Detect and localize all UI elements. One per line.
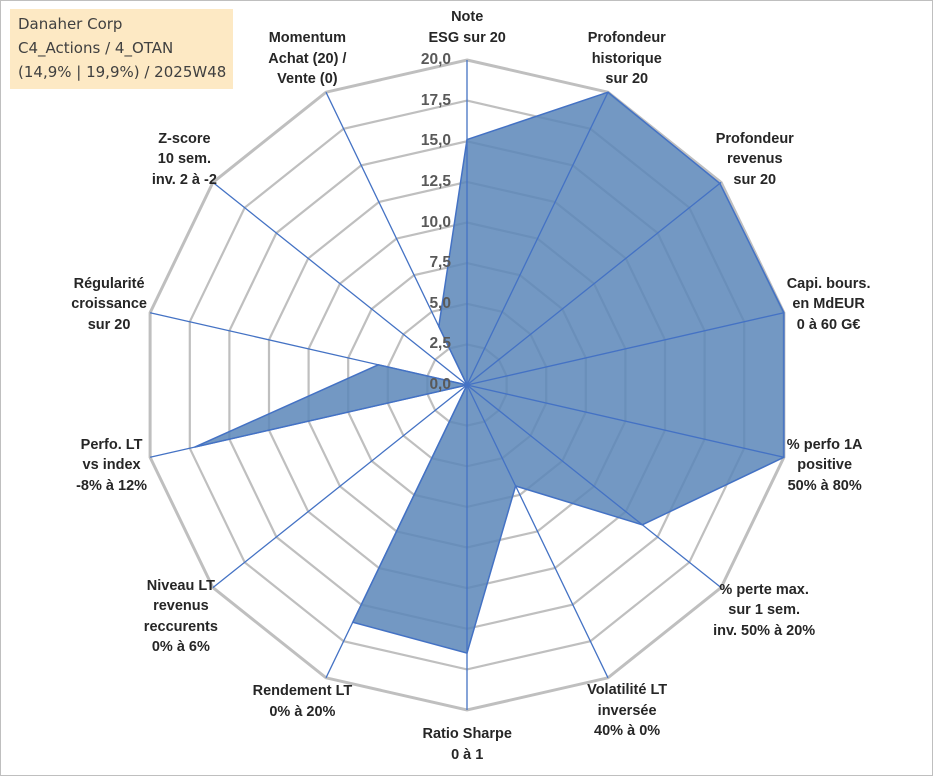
company-name: Danaher Corp	[18, 15, 123, 33]
tick-label: 20,0	[420, 51, 451, 68]
axis-label: Perfo. LT vs index -8% à 12%	[76, 435, 147, 497]
axis-label-line: en MdEUR	[792, 296, 865, 313]
axis-label-line: 0% à 20%	[269, 703, 336, 720]
tick-label: 15,0	[420, 132, 451, 150]
axis-label-line: reccurents	[143, 618, 218, 635]
axis-label-line: Volatilité LT	[587, 682, 668, 699]
axis-label-line: sur 20	[87, 316, 131, 333]
axis-label: Note ESG sur 20	[429, 7, 506, 48]
tick-label: 17,5	[420, 91, 451, 109]
axis-spoke	[466, 384, 785, 458]
axis-label-line: Capi. bours.	[786, 275, 871, 292]
axis-label: Niveau LT revenus reccurents 0% à 6%	[144, 576, 218, 658]
axis-label-line: vs index	[82, 457, 141, 474]
axis-label: % perfo 1A positive 50% à 80%	[787, 435, 863, 497]
axis-spoke	[466, 312, 785, 386]
tick-label: 0,0	[429, 376, 451, 393]
tick-label: 12,5	[420, 172, 451, 190]
axis-label: Rendement LT 0% à 20%	[253, 681, 353, 722]
stats-label: (14,9% | 19,9%) / 2025W48	[18, 63, 227, 81]
axis-label: Profondeur historique sur 20	[588, 28, 666, 90]
tick-label: 7,5	[429, 254, 451, 272]
axis-label-line: % perte max.	[719, 581, 809, 598]
axis-layer	[149, 60, 785, 710]
axis-label: % perte max. sur 1 sem. inv. 50% à 20%	[713, 580, 815, 642]
axis-label-line: positive	[797, 457, 853, 474]
axis-label-line: croissance	[71, 296, 147, 313]
axis-label: Capi. bours. en MdEUR 0 à 60 G€	[787, 274, 871, 336]
axis-spoke	[212, 384, 468, 589]
axis-label-line: historique	[591, 50, 662, 67]
axis-label: Momentum Achat (20) / Vente (0)	[268, 28, 346, 90]
axis-label: Ratio Sharpe 0 à 1	[423, 724, 512, 765]
axis-spoke	[466, 91, 609, 386]
axis-label-line: Niveau LT	[146, 577, 215, 594]
axis-label: Z-score 10 sem. inv. 2 à -2	[152, 129, 217, 191]
tick-label: 2,5	[429, 335, 451, 353]
axis-label-line: 10 sem.	[157, 151, 211, 168]
axis-label-line: sur 20	[733, 171, 777, 188]
axis-label-line: Note	[451, 9, 484, 25]
axis-label-line: Rendement LT	[252, 683, 353, 700]
axis-label-line: 0 à 60 G€	[796, 316, 861, 333]
axis-spoke	[466, 384, 722, 589]
axis-spoke	[149, 312, 468, 386]
axis-spoke	[149, 384, 468, 458]
axis-label-line: Z-score	[158, 130, 211, 147]
axis-label-line: revenus	[153, 598, 209, 615]
axis-label-line: Régularité	[73, 275, 145, 292]
axis-label-line: Momentum	[268, 30, 347, 47]
axis-label-line: Profondeur	[715, 130, 794, 147]
axis-label-line: % perfo 1A	[786, 436, 863, 453]
axis-spoke	[466, 384, 609, 679]
axis-label: Volatilité LT inversée 40% à 0%	[587, 680, 667, 742]
axis-label: Régularité croissance sur 20	[71, 274, 147, 336]
axis-label-line: -8% à 12%	[76, 477, 148, 494]
axis-label-line: inversée	[597, 702, 657, 719]
axis-spoke	[212, 181, 468, 386]
axis-label-line: Achat (20) /	[268, 50, 347, 67]
axis-label-line: 0 à 1	[451, 746, 484, 763]
category-label: C4_Actions / 4_OTAN	[18, 39, 174, 57]
axis-spoke	[466, 181, 722, 386]
axis-label-line: Ratio Sharpe	[422, 726, 512, 742]
axis-label-line: inv. 50% à 20%	[713, 622, 816, 639]
info-box: Danaher Corp C4_Actions / 4_OTAN (14,9% …	[10, 9, 233, 89]
axis-label-line: sur 1 sem.	[728, 602, 801, 619]
axis-label-line: ESG sur 20	[428, 29, 506, 46]
axis-label-line: revenus	[726, 151, 783, 168]
axis-label-line: Profondeur	[587, 30, 666, 47]
tick-label: 10,0	[420, 213, 451, 231]
axis-spoke	[325, 384, 468, 679]
axis-label-line: Vente (0)	[277, 71, 338, 88]
axis-label-line: 0% à 6%	[151, 639, 210, 656]
axis-label-line: 40% à 0%	[594, 723, 661, 740]
axis-spoke	[325, 91, 468, 386]
axis-label-line: inv. 2 à -2	[151, 171, 217, 188]
axis-label-line: 50% à 80%	[787, 477, 862, 494]
axis-label-line: sur 20	[605, 71, 649, 88]
axis-label-line: Perfo. LT	[80, 436, 143, 453]
axis-label: Profondeur revenus sur 20	[716, 129, 794, 191]
tick-label: 5,0	[429, 294, 451, 312]
